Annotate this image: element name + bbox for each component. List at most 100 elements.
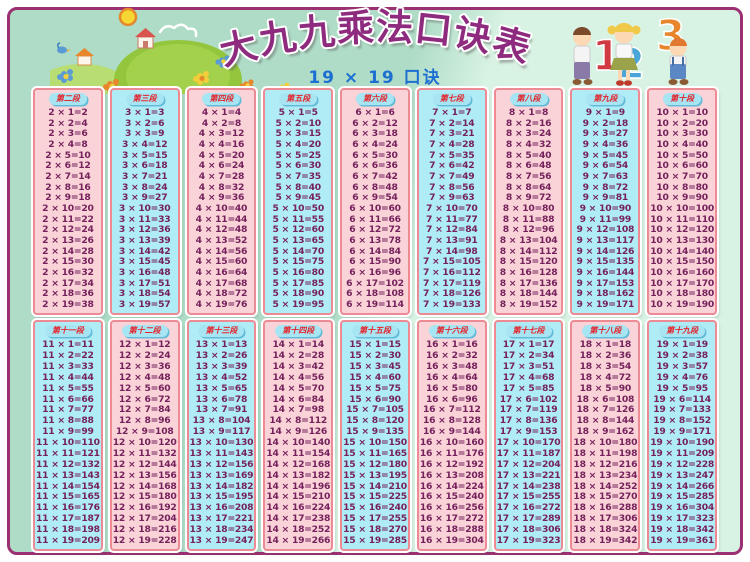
table-column: 第十九段 19 × 1=19 19 × 2=38 19 × 3=57 19 × 4=76…: [647, 320, 717, 551]
equation: 12 × 16=192: [112, 502, 177, 514]
equation: 18 × 12=216: [573, 458, 638, 470]
equation: 8 × 8=64: [505, 181, 552, 193]
equation: 11 × 13=143: [35, 469, 100, 481]
equation: 2 × 17=34: [42, 277, 94, 289]
equation: 7 × 6=42: [429, 160, 475, 172]
equation: 5 × 11=55: [272, 213, 324, 225]
equation: 10 × 14=140: [650, 245, 714, 257]
equation: 19 × 5=95: [656, 382, 708, 394]
equation: 17 × 14=238: [496, 480, 561, 492]
equation: 14 × 13=182: [266, 469, 331, 481]
equation: 19 × 14=266: [650, 480, 714, 492]
equation: 5 × 12=60: [272, 224, 324, 236]
table-column: 第十七段 17 × 1=17 17 × 2=34 17 × 3=51 17 × 4=68…: [493, 320, 564, 551]
equation: 15 × 9=135: [346, 426, 404, 438]
table-column: 第九段 9 × 1=9 9 × 2=18 9 × 3=27 9 × 4=36 9 × 5=…: [570, 88, 641, 315]
equation: 18 × 6=108: [576, 393, 635, 405]
landscape-illustration: [50, 7, 290, 94]
equation: 8 × 6=48: [505, 160, 552, 172]
equation: 18 × 8=144: [576, 415, 635, 427]
equation: 5 × 3=15: [275, 128, 322, 140]
equation: 15 × 16=240: [343, 502, 407, 514]
equation: 17 × 6=102: [499, 393, 558, 405]
equation: 16 × 6=96: [426, 393, 478, 405]
equation: 13 × 16=208: [189, 502, 254, 514]
equation: 2 × 8=16: [45, 181, 91, 193]
equation: 14 × 15=210: [266, 491, 331, 503]
equation: 9 × 13=117: [576, 234, 635, 246]
equation: 19 × 8=152: [653, 415, 711, 427]
flower-icon: [57, 69, 73, 83]
equation: 13 × 1=13: [195, 339, 248, 351]
equation: 17 × 17=289: [496, 513, 561, 525]
equation: 11 × 19=209: [35, 534, 100, 546]
equation: 13 × 11=143: [189, 447, 254, 459]
equation: 5 × 6=30: [275, 160, 322, 172]
equation: 9 × 4=36: [582, 139, 629, 151]
equation: 5 × 2=10: [275, 117, 322, 129]
equation: 3 × 4=12: [121, 139, 168, 151]
equation: 16 × 7=112: [422, 404, 481, 416]
column-header: 第五段: [279, 93, 318, 106]
equation: 6 × 13=78: [349, 234, 401, 246]
equation: 4 × 8=32: [198, 181, 245, 193]
equation: 12 × 3=36: [118, 360, 171, 372]
equation: 9 × 15=135: [576, 256, 635, 268]
equation: 14 × 11=154: [266, 447, 331, 459]
equation: 3 × 8=24: [121, 181, 168, 193]
equation-list: 9 × 1=9 9 × 2=18 9 × 3=27 9 × 4=36 9 × 5=45 9…: [572, 105, 638, 313]
equation: 13 × 15=195: [189, 491, 254, 503]
equation: 7 × 15=105: [422, 256, 481, 268]
table-section-bottom: 第十一段 11 × 1=11 11 × 2=22 11 × 3=33 11 × 4=44…: [33, 320, 717, 551]
column-header: 第六段: [355, 93, 394, 106]
equation: 9 × 18=162: [576, 288, 635, 300]
equation: 11 × 9=99: [42, 426, 94, 438]
equation: 15 × 11=165: [343, 447, 407, 459]
equation: 2 × 10=20: [42, 203, 94, 215]
equation: 7 × 10=70: [426, 203, 478, 215]
equation-list: 14 × 1=14 14 × 2=28 14 × 3=42 14 × 4=56 14 ×…: [265, 337, 331, 549]
equation: 14 × 2=28: [272, 350, 324, 362]
equation: 15 × 17=255: [343, 513, 407, 525]
column-header: 第九段: [586, 93, 625, 106]
column-header: 第十二段: [121, 325, 168, 338]
equation: 4 × 18=72: [195, 288, 248, 300]
equation-list: 19 × 1=19 19 × 2=38 19 × 3=57 19 × 4=76 19 ×…: [649, 337, 715, 549]
flower-icon: [215, 55, 230, 68]
equation: 12 × 13=156: [112, 469, 177, 481]
equation-list: 2 × 1=2 2 × 2=4 2 × 3=6 2 × 4=8 2 × 5=10 2 × …: [35, 105, 101, 313]
equation-list: 5 × 1=5 5 × 2=10 5 × 3=15 5 × 4=20 5 × 5=25 5…: [265, 105, 331, 313]
equation: 2 × 1=2: [48, 107, 88, 119]
equation: 10 × 11=110: [650, 213, 714, 225]
equation: 15 × 10=150: [343, 437, 407, 449]
equation: 16 × 5=80: [426, 382, 478, 394]
equation: 3 × 19=57: [118, 298, 171, 310]
equation: 17 × 4=68: [502, 371, 555, 383]
equation: 8 × 14=112: [499, 245, 558, 257]
equation: 18 × 2=36: [579, 350, 632, 362]
equation: 6 × 11=66: [349, 213, 401, 225]
equation: 5 × 13=65: [272, 234, 324, 246]
equation: 19 × 1=19: [656, 339, 708, 351]
equation: 8 × 13=104: [499, 234, 558, 246]
equation: 13 × 2=26: [195, 350, 248, 362]
equation-list: 3 × 1=3 3 × 2=6 3 × 3=9 3 × 4=12 3 × 5=15 3 ×…: [112, 105, 178, 313]
equation: 11 × 2=22: [42, 350, 94, 362]
equation: 14 × 18=252: [266, 524, 331, 536]
equation: 3 × 15=45: [118, 256, 171, 268]
equation: 7 × 2=14: [429, 117, 475, 129]
equation-list: 12 × 1=12 12 × 2=24 12 × 3=36 12 × 4=48 12 ×…: [112, 337, 178, 549]
equation: 8 × 18=144: [499, 288, 558, 300]
equation: 7 × 18=126: [422, 288, 481, 300]
equation: 9 × 1=9: [585, 107, 625, 119]
equation: 4 × 13=52: [195, 234, 248, 246]
column-header: 第十段: [663, 93, 702, 106]
column-header: 第十六段: [428, 325, 475, 338]
table-column: 第十二段 12 × 1=12 12 × 2=24 12 × 3=36 12 × 4=48…: [109, 320, 180, 551]
equation: 16 × 8=128: [422, 415, 481, 427]
equation: 14 × 19=266: [266, 534, 331, 546]
equation: 7 × 7=49: [429, 171, 475, 183]
equation: 9 × 8=72: [582, 181, 629, 193]
equation: 3 × 5=15: [121, 149, 168, 161]
equation: 19 × 4=76: [656, 371, 708, 383]
